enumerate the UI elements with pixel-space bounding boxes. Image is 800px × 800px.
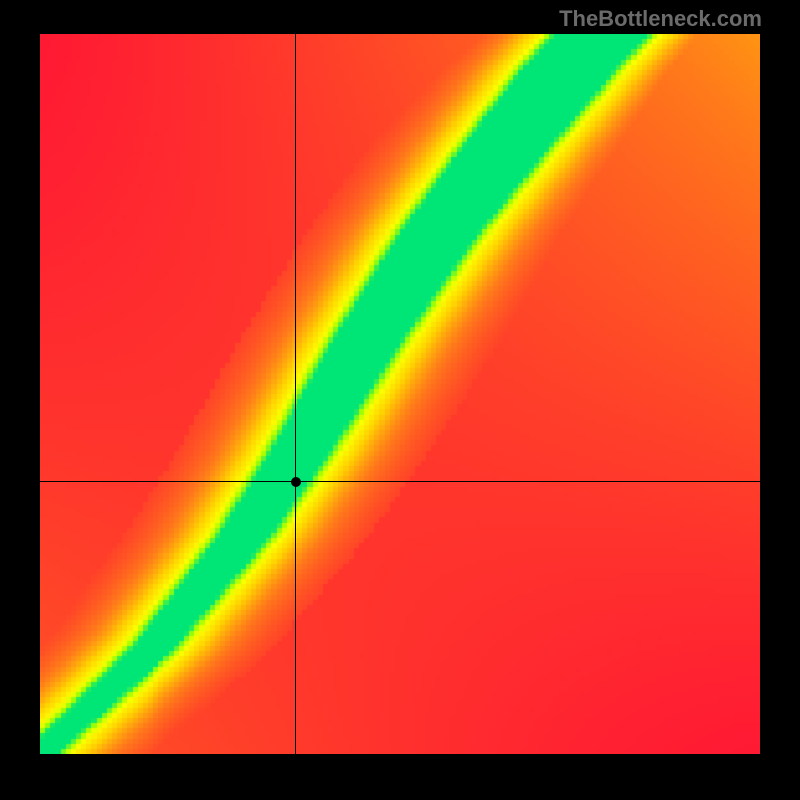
watermark-label: TheBottleneck.com xyxy=(559,6,762,32)
data-point-marker xyxy=(291,477,301,487)
chart-container: TheBottleneck.com xyxy=(0,0,800,800)
bottleneck-heatmap xyxy=(40,34,760,754)
crosshair-vertical xyxy=(295,34,296,754)
crosshair-horizontal xyxy=(40,481,760,482)
